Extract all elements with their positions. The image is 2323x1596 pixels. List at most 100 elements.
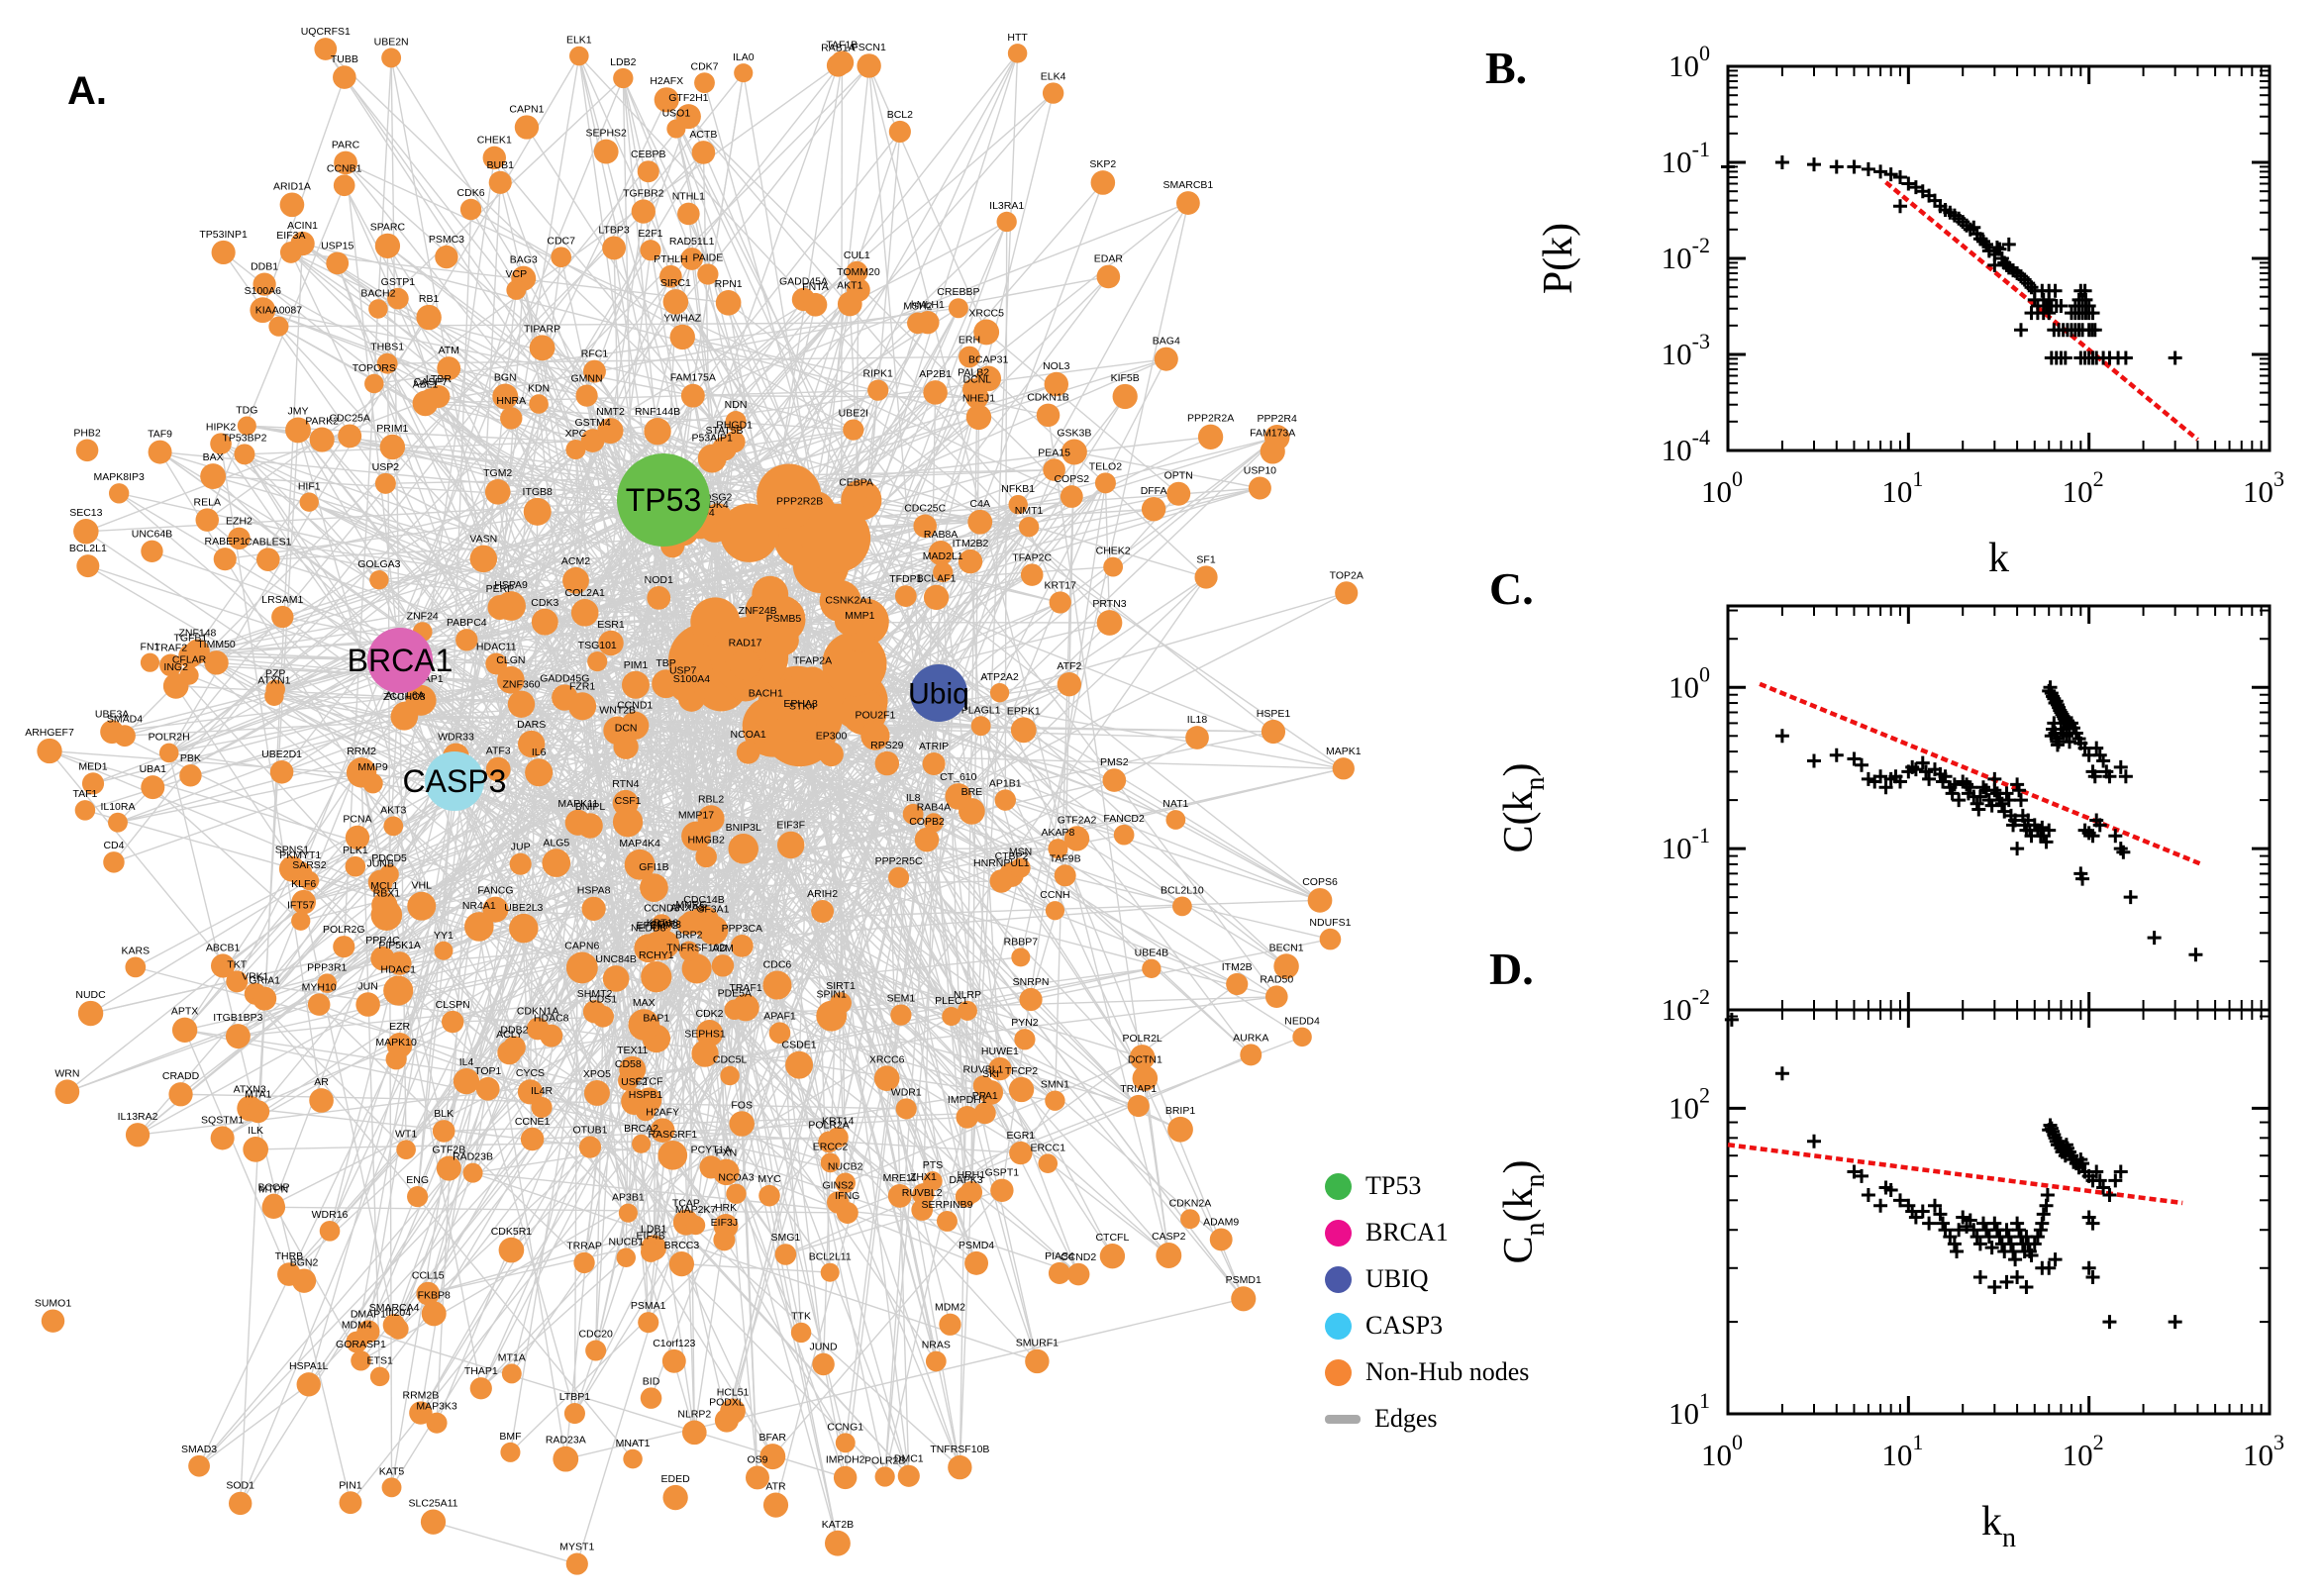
network-node	[291, 1268, 317, 1293]
network-edge	[345, 162, 540, 405]
network-node-label: RABEP1	[205, 536, 247, 548]
network-node-label: TUBB	[331, 53, 358, 65]
network-node	[939, 1313, 961, 1336]
network-node-label: IL3RA1	[989, 200, 1024, 212]
network-node-label: BRCC3	[664, 1240, 700, 1251]
x-tick-label: 103	[2243, 466, 2284, 509]
network-node-label: DCN	[615, 723, 638, 735]
network-node	[680, 383, 705, 408]
network-node-label: GMNN	[571, 373, 603, 385]
network-edge	[969, 561, 1001, 1069]
network-node-label: MCL1	[370, 880, 398, 892]
scatter-point	[1927, 1198, 1942, 1213]
network-edge	[849, 221, 1008, 305]
network-node-label: HSPA8	[577, 885, 611, 897]
network-edge	[49, 749, 953, 1018]
network-node-label: TOMM20	[837, 266, 880, 278]
scatter-point	[2019, 1279, 2034, 1294]
network-node-label: PAIDE	[692, 251, 723, 263]
network-edge	[979, 725, 1245, 1300]
network-node	[1044, 371, 1069, 397]
scatter-point	[1943, 1230, 1958, 1245]
network-node	[960, 1180, 983, 1204]
network-node-label: PCNA	[343, 814, 371, 826]
network-node	[824, 1530, 851, 1556]
network-node	[432, 1120, 455, 1143]
network-node	[368, 299, 388, 319]
network-node-label: SMAD3	[181, 1444, 217, 1455]
network-node	[383, 816, 404, 837]
network-edge	[938, 692, 1287, 967]
network-node-label: PPP3R1	[307, 961, 347, 973]
network-node	[339, 1491, 362, 1515]
network-node-label: TAF9B	[1050, 852, 1081, 864]
network-node-label: RTN4	[612, 778, 639, 790]
network-node-label: DFFA	[1141, 485, 1167, 497]
scatter-point	[1915, 1204, 1930, 1219]
network-node-label: PPP2R4	[1258, 413, 1297, 425]
network-node	[1008, 1076, 1035, 1103]
scatter-point	[2075, 871, 2090, 886]
network-node-label: TGM2	[483, 467, 512, 479]
network-node	[529, 394, 549, 414]
legend-item-non-hub-nodes: Non-Hub nodes	[1325, 1354, 1529, 1390]
network-node	[581, 896, 606, 921]
network-edge	[912, 813, 1238, 985]
legend-node-swatch-icon	[1325, 1312, 1352, 1340]
network-edge	[261, 76, 346, 311]
network-node	[797, 666, 828, 697]
network-node-label: NCOA1	[731, 729, 766, 741]
network-node-label: TIPARP	[524, 323, 560, 335]
network-node-label: RPS29	[870, 740, 903, 751]
scatter-point	[1947, 1237, 1962, 1251]
network-node	[640, 1387, 662, 1409]
network-edge	[589, 442, 736, 1147]
scatter-point	[1892, 199, 1907, 214]
network-node-label: HMGB2	[687, 834, 725, 846]
network-node-label: C4A	[970, 498, 990, 510]
network-node-label: MAPK8IP3	[93, 471, 145, 483]
network-node-label: MAX	[633, 997, 656, 1009]
scatter-point	[2012, 783, 2027, 798]
network-edge	[399, 304, 816, 661]
network-edge	[565, 1298, 1244, 1460]
network-edge	[704, 692, 940, 1054]
network-node	[75, 439, 99, 462]
scatter-point	[1987, 771, 2002, 786]
network-node	[462, 1162, 483, 1183]
scatter-point	[1989, 240, 2004, 254]
network-node-label: DDB1	[251, 260, 278, 272]
network-node-label: DMC1	[894, 1453, 924, 1465]
network-node-label: POLR2A	[808, 1120, 849, 1132]
network-node	[565, 1552, 588, 1575]
network-edge	[198, 697, 565, 1467]
network-node-label: ZNF24	[407, 610, 439, 622]
network-node	[1036, 403, 1060, 428]
network-edge	[537, 511, 953, 1018]
network-node	[269, 759, 294, 784]
network-node-label: S100A6	[245, 285, 282, 297]
network-node	[1103, 556, 1124, 577]
network-node-label: WDR1	[891, 1086, 922, 1098]
network-node-label: MAP4K4	[619, 838, 660, 849]
hub-node-label: Ubiq	[908, 678, 969, 711]
network-node-label: CSDE1	[782, 1040, 817, 1051]
network-node	[255, 548, 280, 571]
network-edge	[454, 780, 641, 865]
network-node	[657, 1141, 688, 1170]
network-node-label: BCLAF1	[917, 573, 957, 585]
network-node	[1113, 824, 1135, 846]
network-node	[651, 914, 672, 936]
network-node-label: POU2F1	[855, 710, 895, 722]
network-edge	[560, 256, 839, 1544]
legend-node-swatch-icon	[1325, 1219, 1352, 1247]
network-node-label: HIPK2	[206, 421, 237, 433]
network-node	[694, 72, 715, 94]
network-edge	[399, 99, 667, 661]
network-node-label: TRIAP1	[1120, 1083, 1157, 1095]
network-node-label: SLC25A11	[409, 1498, 458, 1510]
network-node	[1240, 1044, 1262, 1066]
network-edge	[168, 55, 580, 753]
network-node-label: PRTN3	[1092, 598, 1126, 610]
